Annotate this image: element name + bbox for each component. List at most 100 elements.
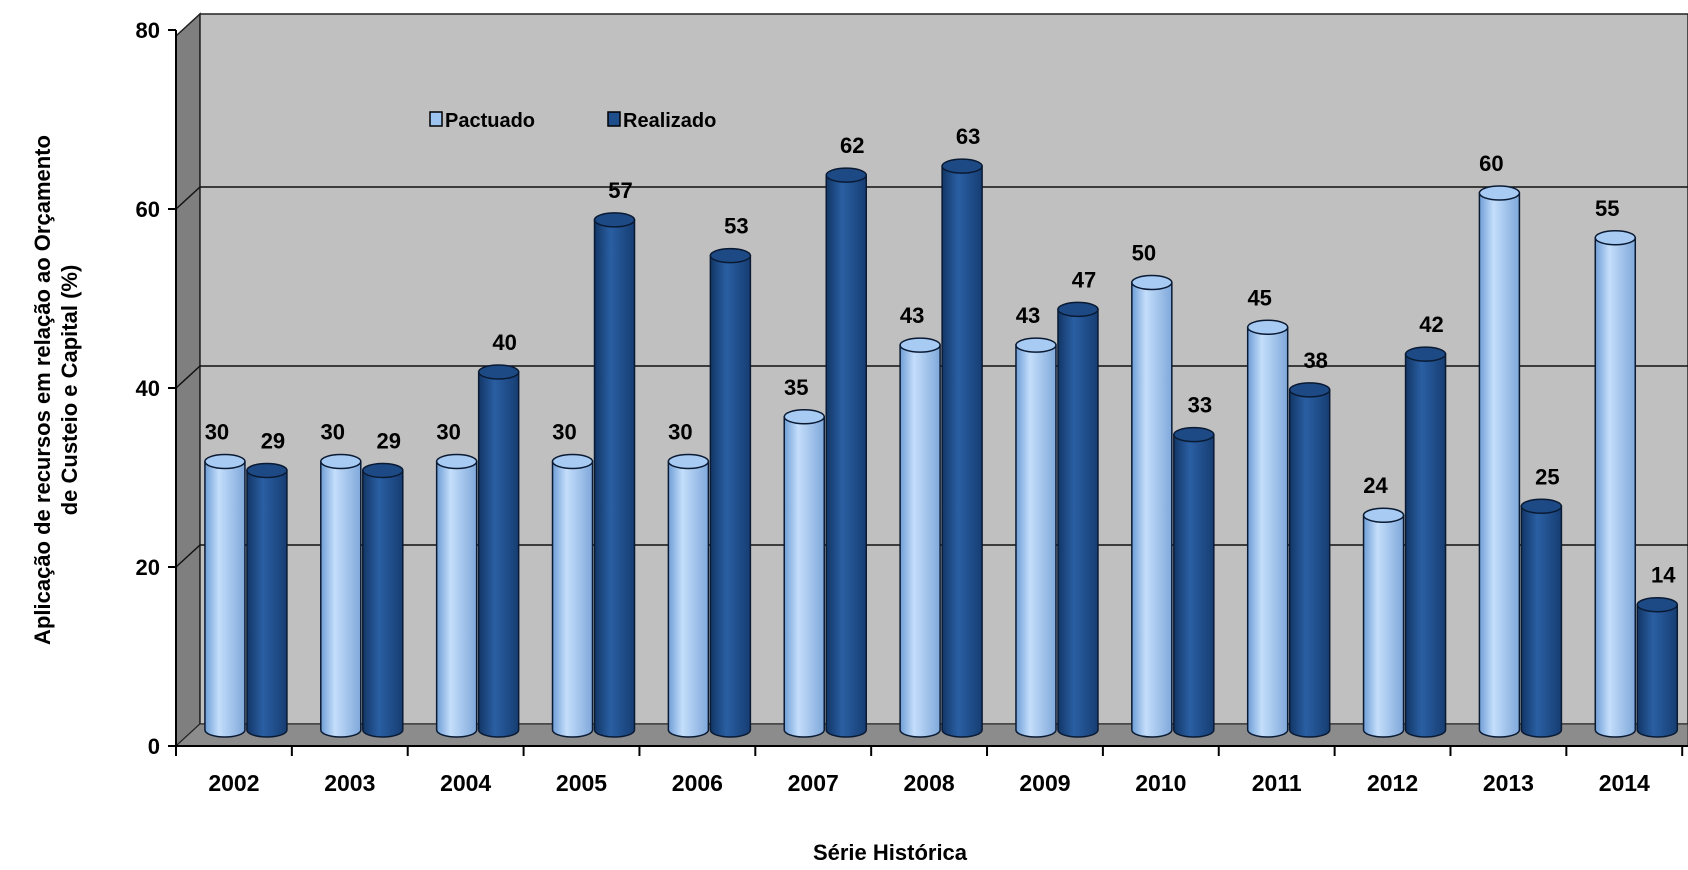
bar-top: [1362, 507, 1405, 523]
bar-top: [1404, 346, 1447, 362]
bar-body: [1057, 308, 1099, 738]
legend-item: Realizado: [607, 110, 716, 132]
x-tick-label: 2003: [324, 770, 375, 796]
bar-top: [1520, 498, 1563, 514]
data-label: 33: [1188, 393, 1212, 418]
data-label: 30: [552, 420, 576, 445]
bar-body: [825, 174, 867, 738]
data-label: 14: [1651, 563, 1676, 588]
bar-pactuado-2014: 55: [1594, 196, 1637, 738]
data-label: 62: [840, 133, 864, 158]
x-tick-label: 2006: [672, 770, 723, 796]
x-tick-label: 2013: [1483, 770, 1534, 796]
bar-body: [593, 219, 636, 738]
data-label: 42: [1419, 312, 1443, 337]
data-label: 55: [1595, 196, 1619, 221]
data-label: 43: [900, 303, 924, 328]
x-tick-label: 2002: [208, 770, 259, 796]
bar-pactuado-2002: 30: [204, 420, 246, 738]
bar-top: [593, 212, 636, 228]
data-label: 24: [1363, 473, 1388, 498]
data-label: 30: [321, 420, 345, 445]
data-label: 47: [1072, 267, 1096, 292]
gridline-side: [175, 544, 201, 568]
bar-body: [1246, 326, 1289, 738]
data-label: 60: [1479, 151, 1503, 176]
bar-body: [709, 254, 752, 738]
x-tick-label: 2008: [904, 770, 955, 796]
bar-top: [1246, 319, 1289, 335]
bar-body: [899, 344, 941, 738]
bar-body: [1520, 505, 1563, 738]
bar-body: [1015, 344, 1057, 738]
bars: 30 29 30 29 30 40 30 57 30 53 35 62 43 63 43 47 50 33 45 38…: [204, 124, 1679, 738]
bar-pactuado-2003: 30: [320, 420, 362, 738]
bar-top: [899, 337, 941, 353]
bar-pactuado-2007: 35: [783, 375, 825, 738]
bar-body: [1173, 433, 1215, 738]
y-tick-label: 40: [136, 376, 160, 401]
bar-top: [1057, 301, 1099, 318]
bar-top: [1131, 274, 1173, 291]
legend: Pactuado Realizado: [429, 110, 716, 132]
bar-top: [825, 167, 867, 183]
legend-swatch: [429, 111, 443, 127]
bar-body: [941, 165, 983, 738]
bar-body: [204, 460, 246, 738]
bar-top: [435, 453, 478, 470]
y-tick-label: 60: [136, 197, 160, 222]
bar-realizado-2009: 47: [1057, 267, 1099, 738]
bar-body: [320, 460, 362, 738]
bar-body: [1362, 514, 1405, 738]
bar-body: [1478, 192, 1521, 738]
bar-top: [246, 462, 288, 479]
bar-realizado-2014: 14: [1636, 563, 1679, 738]
bar-top: [551, 453, 594, 470]
y-tick-label: 0: [148, 734, 160, 759]
bar-body: [246, 469, 288, 738]
data-label: 43: [1016, 303, 1040, 328]
data-label: 38: [1303, 348, 1327, 373]
data-label: 35: [784, 375, 808, 400]
legend-item: Pactuado: [429, 110, 535, 132]
x-tick-label: 2014: [1599, 770, 1650, 796]
bar-realizado-2003: 29: [362, 428, 404, 738]
bar-pactuado-2012: 24: [1362, 473, 1405, 738]
x-tick-label: 2005: [556, 770, 607, 796]
bar-pactuado-2009: 43: [1015, 303, 1057, 738]
data-label: 63: [956, 124, 980, 149]
bar-realizado-2013: 25: [1520, 464, 1563, 738]
bar-top: [1594, 230, 1637, 246]
svg-text:Aplicação de recursos em relaç: Aplicação de recursos em relação ao Orça…: [30, 135, 82, 645]
bar-top: [204, 453, 246, 470]
bar-pactuado-2011: 45: [1246, 285, 1289, 738]
legend-label: Realizado: [623, 110, 716, 132]
bar-body: [1404, 353, 1447, 738]
bar-realizado-2002: 29: [246, 428, 288, 738]
data-label: 50: [1132, 241, 1156, 266]
bar-realizado-2008: 63: [941, 124, 983, 738]
x-tick-label: 2010: [1135, 770, 1186, 796]
x-tick-label: 2007: [788, 770, 839, 796]
data-label: 25: [1535, 464, 1559, 489]
bar-body: [362, 469, 404, 738]
bar-top: [1478, 185, 1521, 201]
bar-pactuado-2010: 50: [1131, 241, 1173, 738]
bar-body: [783, 416, 825, 738]
bar-realizado-2006: 53: [709, 214, 752, 738]
gridline-side: [175, 186, 201, 210]
bar-body: [1636, 603, 1679, 738]
side-wall: [175, 12, 201, 748]
bar-realizado-2005: 57: [593, 178, 636, 738]
data-label: 53: [724, 214, 748, 239]
data-label: 57: [608, 178, 632, 203]
gridline-side: [175, 365, 201, 389]
bar-top: [1636, 596, 1679, 613]
bar-top: [362, 462, 404, 479]
data-label: 40: [492, 330, 516, 355]
data-label: 30: [205, 420, 229, 445]
bar-realizado-2012: 42: [1404, 312, 1447, 738]
x-tick-label: 2011: [1252, 770, 1302, 796]
bar-top: [667, 453, 710, 470]
